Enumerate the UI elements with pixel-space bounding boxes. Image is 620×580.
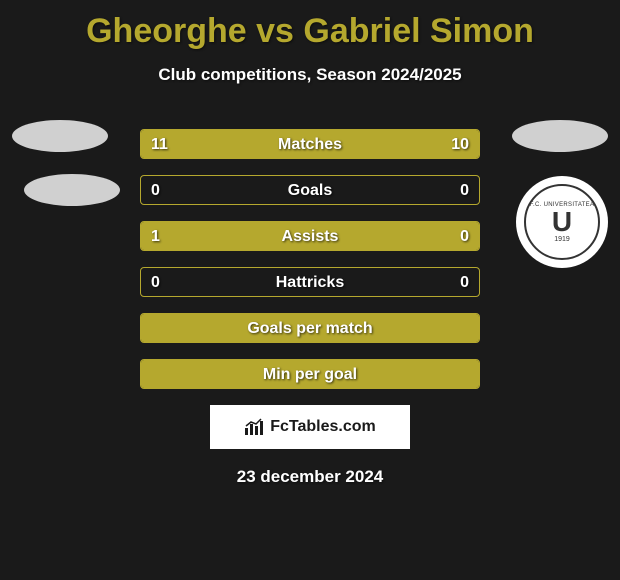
stat-row-min-per-goal: Min per goal bbox=[140, 359, 480, 389]
stat-label: Hattricks bbox=[141, 268, 479, 297]
stat-label: Goals bbox=[141, 176, 479, 205]
stat-row-assists: 1 Assists 0 bbox=[140, 221, 480, 251]
date-text: 23 december 2024 bbox=[0, 467, 620, 487]
stat-label: Matches bbox=[141, 130, 479, 159]
stat-row-matches: 11 Matches 10 bbox=[140, 129, 480, 159]
stat-value-right: 0 bbox=[460, 222, 469, 251]
fctables-badge: FcTables.com bbox=[210, 405, 410, 449]
stat-row-goals-per-match: Goals per match bbox=[140, 313, 480, 343]
fctables-label: FcTables.com bbox=[270, 418, 376, 436]
stats-container: 11 Matches 10 0 Goals 0 1 Assists 0 0 Ha… bbox=[0, 129, 620, 389]
chart-icon bbox=[244, 418, 264, 436]
stat-label: Goals per match bbox=[141, 314, 479, 343]
subtitle: Club competitions, Season 2024/2025 bbox=[0, 65, 620, 85]
stat-label: Assists bbox=[141, 222, 479, 251]
page-title: Gheorghe vs Gabriel Simon bbox=[0, 0, 620, 51]
stat-label: Min per goal bbox=[141, 360, 479, 389]
stat-value-right: 0 bbox=[460, 176, 469, 205]
stat-value-right: 10 bbox=[451, 130, 469, 159]
stat-value-right: 0 bbox=[460, 268, 469, 297]
stat-row-hattricks: 0 Hattricks 0 bbox=[140, 267, 480, 297]
stat-row-goals: 0 Goals 0 bbox=[140, 175, 480, 205]
